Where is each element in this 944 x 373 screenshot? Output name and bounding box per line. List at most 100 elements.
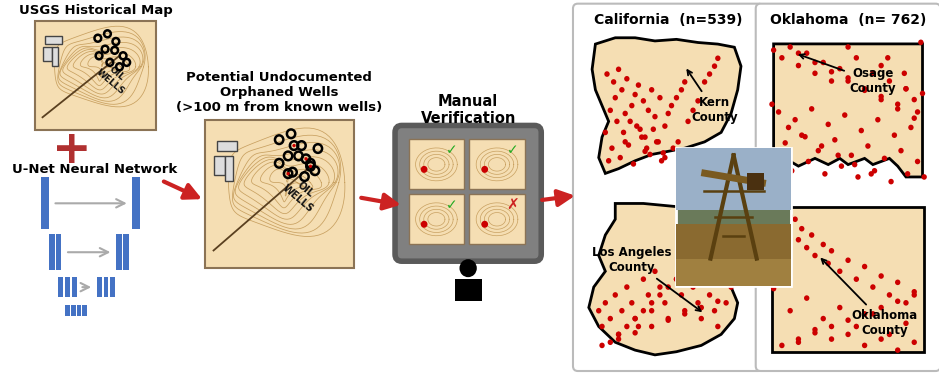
Circle shape xyxy=(812,327,818,332)
Circle shape xyxy=(903,86,909,91)
Circle shape xyxy=(829,78,834,84)
Circle shape xyxy=(657,292,663,298)
Circle shape xyxy=(666,111,671,116)
Circle shape xyxy=(679,87,684,93)
Circle shape xyxy=(683,308,687,314)
Circle shape xyxy=(870,284,876,290)
Circle shape xyxy=(789,168,795,173)
Polygon shape xyxy=(589,203,748,355)
Circle shape xyxy=(846,332,851,337)
Circle shape xyxy=(846,317,851,323)
Circle shape xyxy=(804,50,809,56)
Circle shape xyxy=(846,78,851,84)
Circle shape xyxy=(666,284,671,290)
Circle shape xyxy=(787,308,793,314)
Bar xyxy=(65,277,70,297)
Text: Potential Undocumented
Orphaned Wells
(>100 m from known wells): Potential Undocumented Orphaned Wells (>… xyxy=(176,72,382,115)
Circle shape xyxy=(879,94,884,99)
Circle shape xyxy=(853,324,859,329)
Circle shape xyxy=(646,292,651,298)
Circle shape xyxy=(635,82,641,88)
Circle shape xyxy=(879,63,884,68)
Circle shape xyxy=(879,336,884,342)
Bar xyxy=(123,234,128,270)
FancyBboxPatch shape xyxy=(409,194,464,244)
FancyBboxPatch shape xyxy=(469,140,525,189)
Circle shape xyxy=(912,339,917,345)
Circle shape xyxy=(460,259,477,277)
Circle shape xyxy=(716,298,720,304)
Circle shape xyxy=(599,343,605,348)
Circle shape xyxy=(615,119,619,124)
Circle shape xyxy=(716,56,720,61)
Circle shape xyxy=(716,324,720,329)
Circle shape xyxy=(804,245,809,250)
Circle shape xyxy=(820,316,826,322)
Circle shape xyxy=(792,117,798,122)
Circle shape xyxy=(632,316,638,322)
Circle shape xyxy=(862,343,868,348)
Circle shape xyxy=(855,174,861,180)
Circle shape xyxy=(628,119,632,124)
Circle shape xyxy=(912,97,917,103)
Circle shape xyxy=(886,78,892,84)
Circle shape xyxy=(872,168,877,173)
Circle shape xyxy=(849,153,854,158)
Circle shape xyxy=(615,332,621,337)
Circle shape xyxy=(769,101,775,107)
Bar xyxy=(676,252,791,286)
Circle shape xyxy=(652,269,658,274)
Circle shape xyxy=(732,269,737,274)
Circle shape xyxy=(868,171,874,177)
Bar xyxy=(97,277,102,297)
Circle shape xyxy=(787,44,793,50)
Circle shape xyxy=(631,161,636,167)
Text: Osage
County: Osage County xyxy=(800,54,896,95)
Circle shape xyxy=(912,115,917,121)
Circle shape xyxy=(622,111,628,116)
Circle shape xyxy=(629,103,634,109)
Circle shape xyxy=(892,132,897,138)
Circle shape xyxy=(685,119,691,124)
Circle shape xyxy=(679,292,684,298)
Bar xyxy=(116,234,122,270)
Text: OIL
WELLS: OIL WELLS xyxy=(280,174,323,214)
Circle shape xyxy=(622,139,628,145)
Circle shape xyxy=(676,139,681,145)
Circle shape xyxy=(674,276,679,282)
Circle shape xyxy=(690,107,696,113)
FancyBboxPatch shape xyxy=(35,21,156,131)
Circle shape xyxy=(853,55,859,61)
Circle shape xyxy=(908,125,914,130)
Circle shape xyxy=(833,137,837,142)
Circle shape xyxy=(842,112,848,118)
Circle shape xyxy=(835,153,841,158)
Circle shape xyxy=(657,284,663,290)
Text: U-Net Neural Network: U-Net Neural Network xyxy=(12,163,177,176)
Circle shape xyxy=(629,300,634,305)
Circle shape xyxy=(771,47,776,53)
Circle shape xyxy=(655,139,661,145)
Text: Oklahoma
County: Oklahoma County xyxy=(821,259,918,337)
Circle shape xyxy=(915,109,920,115)
Circle shape xyxy=(870,70,876,76)
Circle shape xyxy=(662,123,667,129)
Circle shape xyxy=(666,317,671,323)
Circle shape xyxy=(674,95,679,100)
Circle shape xyxy=(608,339,613,345)
Bar xyxy=(216,141,237,151)
Bar xyxy=(71,305,76,316)
Circle shape xyxy=(662,300,667,305)
Circle shape xyxy=(915,159,920,164)
Circle shape xyxy=(875,117,881,122)
Circle shape xyxy=(659,158,665,164)
Circle shape xyxy=(809,106,815,112)
Text: Manual
Verification: Manual Verification xyxy=(420,94,515,126)
Circle shape xyxy=(606,158,612,164)
FancyBboxPatch shape xyxy=(469,194,525,244)
Text: ✓: ✓ xyxy=(507,143,518,157)
Circle shape xyxy=(816,148,821,153)
Circle shape xyxy=(690,261,696,266)
Circle shape xyxy=(624,284,630,290)
Circle shape xyxy=(895,101,901,107)
